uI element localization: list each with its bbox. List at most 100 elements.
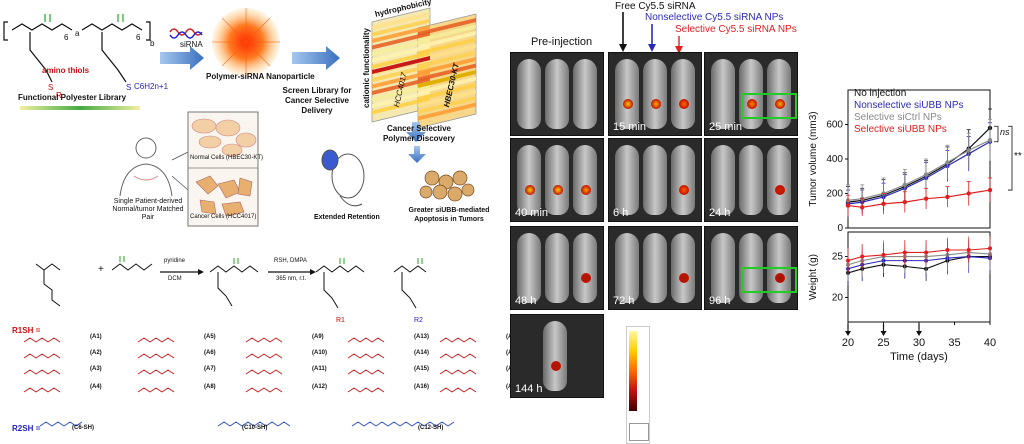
nanoparticle-label: Polymer-siRNA Nanoparticle <box>206 72 315 81</box>
tumor-ytick-label: 600 <box>826 120 843 131</box>
weight-ytick-label: 25 <box>832 252 844 263</box>
mouse-image <box>739 145 763 215</box>
imaging-panel: 15 min <box>608 52 702 136</box>
mouse-image <box>643 233 667 303</box>
rsh-label: RSH, DMPA <box>274 258 307 264</box>
weight-point <box>945 248 950 252</box>
weight-xlabel: Time (days) <box>890 351 948 363</box>
amine-label: (A6) <box>204 350 216 356</box>
fluorescence-spot <box>775 273 785 283</box>
imaging-panel: 144 h <box>510 314 604 398</box>
weight-xtick-label: 25 <box>877 337 889 349</box>
imaging-panel: 48 h <box>510 226 604 310</box>
imaging-panel: 96 h <box>704 226 798 310</box>
polymer-subscript-b: b <box>150 39 155 48</box>
mouse-image <box>517 145 541 215</box>
fluorescence-spot <box>551 361 561 371</box>
amine-label: (A9) <box>312 334 324 340</box>
injection-arrows <box>619 12 683 54</box>
mouse-image <box>643 59 667 129</box>
tumor-legend-entry: Nonselective siUBB NPs <box>854 100 963 111</box>
fluorescence-spot <box>775 99 785 109</box>
arrow-down-discovery <box>406 122 426 142</box>
polymer-subscript-6a: 6 <box>64 33 69 42</box>
amine-label: (A7) <box>204 366 216 372</box>
normal-cells-label: Normal Cells (HBEC30-KT) <box>190 155 264 161</box>
r1-header: R1SH = <box>12 326 41 335</box>
mouse-image <box>545 233 569 303</box>
legend-nonselective-label: Nonselective Cy5.5 siRNA NPs <box>645 12 784 23</box>
tumor-series-line <box>847 139 991 201</box>
legend-selective-label: Selective Cy5.5 siRNA NPs <box>675 24 797 35</box>
tumor-point <box>966 148 971 153</box>
sirna-helix-icon <box>169 28 203 36</box>
mouse-image <box>671 59 695 129</box>
tumor-legend-entry: Selective siUBB NPs <box>854 124 947 135</box>
mouse-image <box>671 233 695 303</box>
fluorescence-spot <box>581 273 591 283</box>
timepoint-label: 96 h <box>709 295 731 307</box>
sirna-label: siRNA <box>180 40 203 49</box>
library-label: Functional Polyester Library <box>18 93 127 102</box>
amino-thiols-label: amino thiols <box>42 66 90 75</box>
weight-series-line <box>847 255 991 270</box>
weight-point <box>924 250 929 255</box>
polymer-subscript-a: a <box>75 29 80 38</box>
tumor-point <box>923 172 929 177</box>
imaging-panel: 25 min <box>704 52 798 136</box>
amine-label: (A15) <box>414 366 430 372</box>
tumor-series-line <box>847 127 991 203</box>
tumor-ytick-label: 0 <box>837 223 843 234</box>
normal-cells-icon <box>191 118 257 157</box>
cancer-cells-icon <box>195 175 253 217</box>
fluorescence-spot <box>525 185 535 195</box>
tumor-point <box>860 205 865 210</box>
mouse-image <box>517 233 541 303</box>
tumor-series-line <box>847 141 991 205</box>
legend-free-label: Free Cy5.5 siRNA <box>615 1 696 12</box>
tumor-point <box>987 187 993 193</box>
alkyl-thiol-label: (C6-SH) <box>72 425 94 431</box>
discovery-label: Cancer Selective Polymer Discovery <box>382 124 456 143</box>
tumor-point <box>923 196 929 201</box>
fluorescence-spot <box>553 185 563 195</box>
polymer-s1: S <box>48 83 53 92</box>
mouse-image <box>767 145 791 215</box>
tumor-ylabel: Tumor volume (mm3) <box>808 111 819 206</box>
amine-label: (A3) <box>90 366 102 372</box>
timepoint-label: 6 h <box>613 207 629 219</box>
tumor-point <box>845 203 851 208</box>
amine-label: (A12) <box>312 384 328 390</box>
amine-label: (A14) <box>414 350 430 356</box>
fluorescence-spot <box>679 273 689 283</box>
synthesis-r1-atom: R1 <box>336 317 345 324</box>
tumor-point <box>966 191 971 196</box>
weight-point <box>860 254 865 259</box>
mouse-image <box>711 233 735 303</box>
mouse-image <box>573 59 597 129</box>
timepoint-label: 40 min <box>515 207 549 219</box>
fluorescence-spot <box>623 99 633 109</box>
amine-label: (A8) <box>204 384 216 390</box>
weight-xtick-label: 30 <box>913 337 925 349</box>
amine-label: (A1) <box>90 334 102 340</box>
amine-label: (A10) <box>312 350 328 356</box>
timepoint-label: 72 h <box>613 295 635 307</box>
alkyl-thiol-label: (C10-SH) <box>242 425 268 431</box>
patient-icon <box>119 137 173 197</box>
apoptosis-label: Greater siUBB-mediated Apoptosis in Tumo… <box>408 207 490 223</box>
polymer-structure <box>3 21 151 83</box>
pre-injection-label: Pre-injection <box>531 36 593 48</box>
tumor-point <box>987 137 993 143</box>
mouse-image <box>711 59 735 129</box>
fluorescence-spot <box>679 185 689 195</box>
amine-label: (A5) <box>204 334 216 340</box>
tumor-legend-entry: Selective siCtrl NPs <box>854 112 942 123</box>
amine-label: (A11) <box>312 366 327 372</box>
timepoint-label: 15 min <box>613 121 647 133</box>
imaging-panel: 72 h <box>608 226 702 310</box>
synthesis-graphic: + R1 R2 <box>23 256 477 427</box>
patient-label: Single Patient-derived Normal/tumor Matc… <box>112 198 184 221</box>
mouse-icon <box>321 149 365 207</box>
fluorescence-spot <box>775 185 785 195</box>
